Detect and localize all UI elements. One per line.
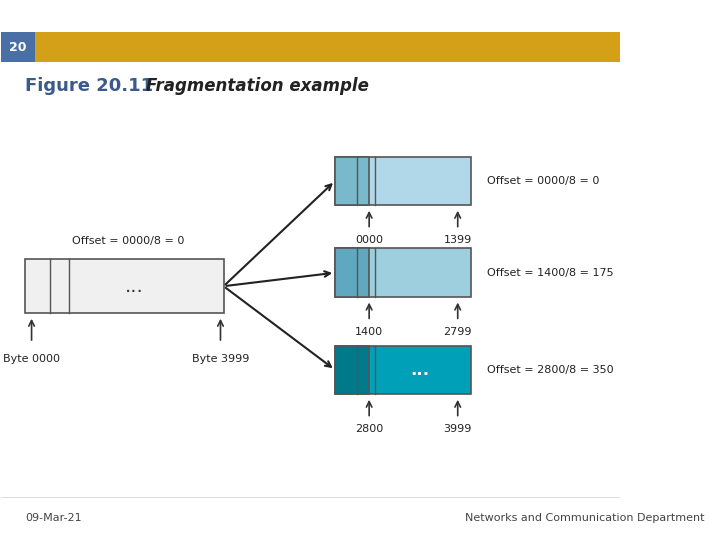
- Text: 1399: 1399: [444, 235, 472, 245]
- FancyBboxPatch shape: [25, 259, 224, 313]
- Text: Offset = 0000/8 = 0: Offset = 0000/8 = 0: [487, 176, 599, 186]
- Text: 20: 20: [9, 41, 26, 54]
- Text: ...: ...: [410, 361, 429, 379]
- Text: 3999: 3999: [444, 424, 472, 434]
- Text: Fragmentation example: Fragmentation example: [146, 77, 369, 96]
- Text: Byte 0000: Byte 0000: [3, 354, 60, 364]
- Text: Offset = 1400/8 = 175: Offset = 1400/8 = 175: [487, 268, 613, 278]
- FancyBboxPatch shape: [335, 346, 472, 394]
- Text: 09-Mar-21: 09-Mar-21: [25, 514, 82, 523]
- FancyBboxPatch shape: [335, 248, 369, 297]
- Text: Figure 20.11: Figure 20.11: [25, 77, 153, 96]
- Text: 2799: 2799: [444, 327, 472, 337]
- Text: 2800: 2800: [355, 424, 383, 434]
- FancyBboxPatch shape: [335, 157, 472, 205]
- Text: ...: ...: [125, 276, 144, 296]
- FancyBboxPatch shape: [1, 32, 620, 62]
- FancyBboxPatch shape: [1, 32, 35, 62]
- Text: 0000: 0000: [355, 235, 383, 245]
- Text: Offset = 0000/8 = 0: Offset = 0000/8 = 0: [72, 235, 184, 246]
- FancyBboxPatch shape: [335, 157, 369, 205]
- FancyBboxPatch shape: [335, 346, 369, 394]
- FancyBboxPatch shape: [335, 248, 472, 297]
- Text: 1400: 1400: [355, 327, 383, 337]
- Text: Networks and Communication Department: Networks and Communication Department: [465, 514, 705, 523]
- Text: Offset = 2800/8 = 350: Offset = 2800/8 = 350: [487, 365, 613, 375]
- Text: Byte 3999: Byte 3999: [192, 354, 249, 364]
